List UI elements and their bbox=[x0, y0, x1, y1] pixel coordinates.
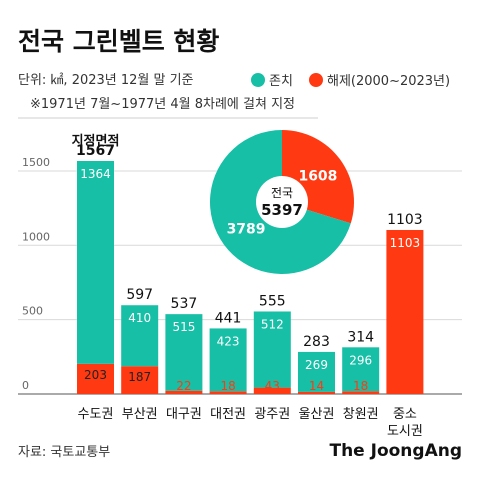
x-category-label: 대구권 bbox=[166, 407, 202, 422]
pie-center-label: 전국 bbox=[271, 186, 293, 200]
label-released: 18 bbox=[220, 379, 235, 393]
bar-released bbox=[209, 391, 247, 394]
legend-label-released: 해제(2000~2023년) bbox=[327, 74, 450, 89]
bar-retained bbox=[342, 347, 380, 392]
bar-retained bbox=[165, 314, 203, 391]
label-retained: 410 bbox=[128, 311, 151, 325]
bar-retained bbox=[209, 328, 247, 392]
x-category-label: 창원권 bbox=[343, 407, 379, 422]
pie-slice-label: 3789 bbox=[227, 221, 266, 237]
bar-retained bbox=[77, 161, 114, 364]
y-tick-label: 1000 bbox=[22, 230, 50, 243]
label-retained: 515 bbox=[172, 320, 195, 334]
label-released: 1103 bbox=[390, 236, 421, 250]
unit-note: 단위: ㎢, 2023년 12월 말 기준 bbox=[18, 73, 194, 88]
bar-released bbox=[165, 390, 203, 394]
label-retained: 423 bbox=[217, 334, 240, 348]
bar-released bbox=[342, 391, 380, 394]
label-total: 537 bbox=[171, 296, 198, 312]
legend-swatch-retained bbox=[251, 73, 265, 87]
label-retained: 512 bbox=[261, 317, 284, 331]
period-note: ※1971년 7월~1977년 4월 8차례에 걸쳐 지정 bbox=[30, 97, 295, 112]
total-header: 지정면적 bbox=[72, 133, 120, 149]
y-tick-label: 0 bbox=[22, 379, 29, 392]
label-total: 1567 bbox=[76, 143, 115, 159]
brand-logo: The JoongAng bbox=[329, 441, 462, 461]
pie-center-total: 5397 bbox=[261, 201, 303, 219]
legend-swatch-released bbox=[309, 73, 323, 87]
label-released: 203 bbox=[84, 368, 107, 382]
label-retained: 1364 bbox=[80, 167, 111, 181]
x-category-label: 광주권 bbox=[254, 407, 290, 422]
legend: 존치 해제(2000~2023년) bbox=[251, 73, 450, 89]
label-retained: 296 bbox=[349, 353, 372, 367]
label-total: 314 bbox=[347, 329, 374, 345]
label-total: 1103 bbox=[387, 212, 423, 228]
x-category-label: 중소 bbox=[393, 407, 417, 422]
label-released: 22 bbox=[176, 379, 191, 393]
chart-title: 전국 그린벨트 현황 bbox=[18, 27, 219, 56]
y-tick-label: 500 bbox=[22, 305, 43, 318]
label-total: 555 bbox=[259, 293, 286, 309]
bar-released bbox=[298, 391, 335, 394]
source-note: 자료: 국토교통부 bbox=[18, 445, 110, 460]
label-total: 441 bbox=[215, 310, 242, 326]
bar-retained bbox=[253, 311, 291, 388]
x-category-label: 수도권 bbox=[78, 407, 114, 422]
bar-retained bbox=[298, 351, 335, 392]
label-released: 18 bbox=[353, 379, 368, 393]
x-category-label: 도시권 bbox=[387, 424, 423, 439]
x-category-label: 부산권 bbox=[122, 407, 158, 422]
pie-center-hole bbox=[256, 176, 308, 228]
bar-released bbox=[386, 229, 424, 394]
legend-label-retained: 존치 bbox=[269, 74, 293, 89]
bar-retained bbox=[121, 305, 159, 367]
pie-slice-label: 1608 bbox=[298, 169, 337, 185]
y-tick-label: 1500 bbox=[22, 156, 50, 169]
x-category-label: 대전권 bbox=[210, 407, 246, 422]
bar-released bbox=[121, 366, 159, 394]
label-released: 187 bbox=[128, 370, 151, 384]
bar-released bbox=[77, 363, 114, 394]
label-released: 43 bbox=[265, 379, 280, 393]
label-released: 14 bbox=[309, 379, 324, 393]
bar-released bbox=[253, 387, 291, 394]
label-total: 283 bbox=[303, 334, 330, 350]
x-category-label: 울산권 bbox=[299, 407, 335, 422]
label-retained: 269 bbox=[305, 358, 328, 372]
label-total: 597 bbox=[126, 287, 153, 303]
